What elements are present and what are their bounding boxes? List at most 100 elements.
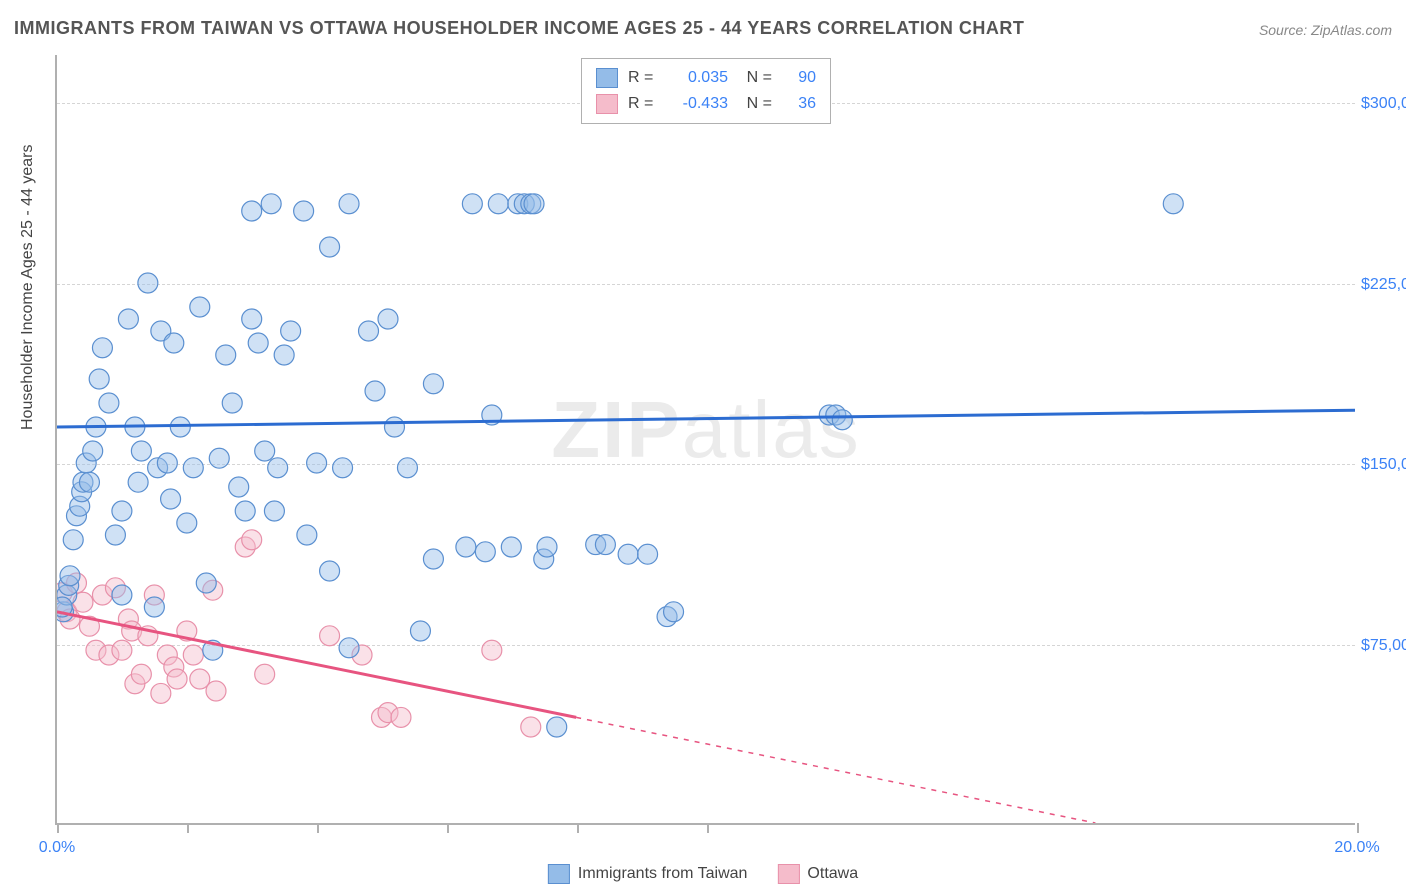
scatter-point-a xyxy=(832,410,852,430)
xtick-label: 20.0% xyxy=(1334,839,1379,857)
scatter-point-a xyxy=(339,194,359,214)
scatter-point-b xyxy=(131,664,151,684)
chart-title: IMMIGRANTS FROM TAIWAN VS OTTAWA HOUSEHO… xyxy=(14,18,1024,39)
scatter-point-a xyxy=(161,489,181,509)
scatter-point-a xyxy=(274,345,294,365)
r-value-a: 0.035 xyxy=(666,69,728,87)
scatter-point-a xyxy=(488,194,508,214)
legend-item-b: Ottawa xyxy=(777,864,858,884)
scatter-point-a xyxy=(190,297,210,317)
y-axis-label: Householder Income Ages 25 - 44 years xyxy=(19,145,37,431)
scatter-point-a xyxy=(333,458,353,478)
scatter-point-a xyxy=(264,501,284,521)
scatter-point-a xyxy=(618,544,638,564)
scatter-point-a xyxy=(294,201,314,221)
n-value-a: 90 xyxy=(782,69,816,87)
legend-correlation: R = 0.035 N = 90 R = -0.433 N = 36 xyxy=(581,58,831,124)
scatter-point-a xyxy=(475,542,495,562)
scatter-point-a xyxy=(112,501,132,521)
scatter-point-a xyxy=(209,448,229,468)
swatch-series-b xyxy=(777,864,799,884)
scatter-point-a xyxy=(177,513,197,533)
ytick-label: $225,000 xyxy=(1361,276,1406,294)
scatter-point-a xyxy=(83,441,103,461)
r-prefix: R = xyxy=(628,95,656,113)
scatter-point-a xyxy=(501,537,521,557)
scatter-point-a xyxy=(128,472,148,492)
scatter-point-b xyxy=(242,530,262,550)
swatch-series-a xyxy=(596,68,618,88)
scatter-point-a xyxy=(595,535,615,555)
scatter-point-a xyxy=(410,621,430,641)
scatter-point-a xyxy=(524,194,544,214)
ytick-label: $150,000 xyxy=(1361,456,1406,474)
n-prefix: N = xyxy=(738,95,772,113)
xtick xyxy=(447,823,449,833)
scatter-point-a xyxy=(222,393,242,413)
xtick xyxy=(1357,823,1359,833)
scatter-point-a xyxy=(423,374,443,394)
xtick xyxy=(187,823,189,833)
scatter-point-b xyxy=(482,640,502,660)
scatter-point-b xyxy=(391,707,411,727)
series-a-label: Immigrants from Taiwan xyxy=(578,865,748,883)
scatter-point-a xyxy=(157,453,177,473)
scatter-point-a xyxy=(229,477,249,497)
xtick-label: 0.0% xyxy=(39,839,75,857)
scatter-point-a xyxy=(261,194,281,214)
n-value-b: 36 xyxy=(782,95,816,113)
scatter-point-a xyxy=(89,369,109,389)
scatter-point-a xyxy=(365,381,385,401)
legend-row-b: R = -0.433 N = 36 xyxy=(596,91,816,117)
scatter-point-a xyxy=(397,458,417,478)
scatter-point-a xyxy=(248,333,268,353)
xtick xyxy=(57,823,59,833)
scatter-point-b xyxy=(151,683,171,703)
legend-item-a: Immigrants from Taiwan xyxy=(548,864,748,884)
scatter-point-a xyxy=(359,321,379,341)
scatter-point-a xyxy=(320,561,340,581)
scatter-point-a xyxy=(60,566,80,586)
scatter-point-b xyxy=(255,664,275,684)
scatter-point-a xyxy=(183,458,203,478)
scatter-point-b xyxy=(521,717,541,737)
scatter-point-a xyxy=(196,573,216,593)
scatter-point-a xyxy=(462,194,482,214)
regression-line-b-solid xyxy=(57,612,576,718)
scatter-point-a xyxy=(339,638,359,658)
scatter-point-a xyxy=(255,441,275,461)
xtick xyxy=(707,823,709,833)
scatter-point-b xyxy=(206,681,226,701)
scatter-point-a xyxy=(547,717,567,737)
scatter-point-a xyxy=(664,602,684,622)
scatter-point-a xyxy=(384,417,404,437)
plot-area: ZIPatlas $75,000$150,000$225,000$300,000… xyxy=(55,55,1355,825)
scatter-point-a xyxy=(63,530,83,550)
scatter-point-b xyxy=(167,669,187,689)
scatter-point-a xyxy=(138,273,158,293)
ytick-label: $75,000 xyxy=(1361,637,1406,655)
legend-series: Immigrants from Taiwan Ottawa xyxy=(548,864,858,884)
scatter-point-a xyxy=(456,537,476,557)
scatter-point-a xyxy=(235,501,255,521)
r-value-b: -0.433 xyxy=(666,95,728,113)
scatter-point-a xyxy=(79,472,99,492)
scatter-point-a xyxy=(268,458,288,478)
scatter-point-a xyxy=(423,549,443,569)
scatter-point-a xyxy=(320,237,340,257)
scatter-point-a xyxy=(638,544,658,564)
regression-line-b-dashed xyxy=(576,717,1095,823)
scatter-point-a xyxy=(99,393,119,413)
xtick xyxy=(577,823,579,833)
scatter-point-a xyxy=(242,201,262,221)
scatter-point-a xyxy=(118,309,138,329)
scatter-point-a xyxy=(281,321,301,341)
scatter-point-a xyxy=(537,537,557,557)
chart-svg xyxy=(57,55,1355,823)
swatch-series-a xyxy=(548,864,570,884)
scatter-point-b xyxy=(183,645,203,665)
scatter-point-a xyxy=(170,417,190,437)
scatter-point-a xyxy=(92,338,112,358)
scatter-point-a xyxy=(297,525,317,545)
regression-line-a xyxy=(57,410,1355,427)
